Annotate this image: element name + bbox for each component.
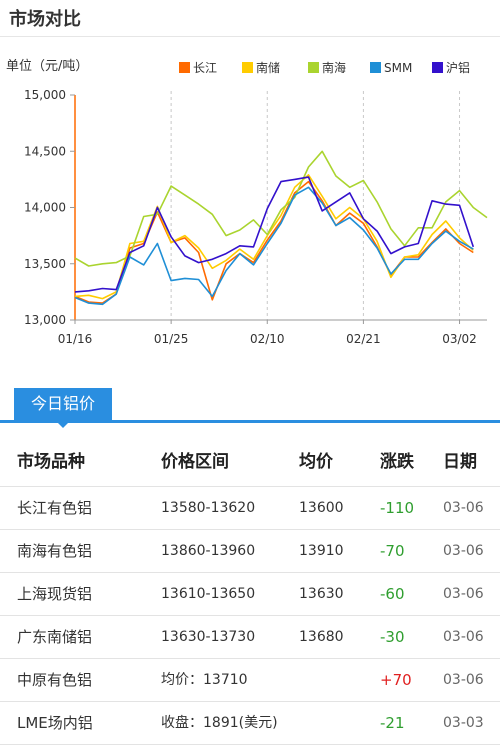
price-date: 03-06: [443, 543, 484, 559]
price-range: 13860-13960: [161, 543, 256, 559]
market-name: 南海有色铝: [17, 542, 93, 560]
series-line-南海: [74, 150, 488, 267]
market-name: 中原有色铝: [17, 671, 93, 689]
price-change: -70: [380, 542, 405, 560]
tab-strip: 今日铝价: [0, 388, 500, 423]
header-avg: 均价: [299, 452, 333, 472]
header-date: 日期: [443, 452, 477, 472]
page-title: 市场对比: [9, 9, 81, 30]
table-row: 中原有色铝 均价：13710 +70 03-06: [0, 659, 500, 702]
avg-price: 13630: [299, 586, 344, 602]
legend-label: 长江: [193, 61, 217, 75]
price-range: 13580-13620: [161, 500, 256, 516]
market-name: LME场内铝: [17, 714, 93, 732]
table-row: 长江有色铝 13580-13620 13600 -110 03-06: [0, 487, 500, 530]
price-range: 均价：13710: [161, 672, 248, 688]
price-date: 03-06: [443, 672, 484, 688]
header-market: 市场品种: [17, 452, 85, 472]
x-tick-label: 02/21: [346, 332, 381, 346]
legend-swatch: [432, 62, 443, 73]
price-change: -110: [380, 499, 415, 517]
table-header-row: 市场品种 价格区间 均价 涨跌 日期: [0, 438, 500, 487]
x-tick-label: 03/02: [442, 332, 477, 346]
x-tick-label: 02/10: [250, 332, 285, 346]
header-range: 价格区间: [161, 452, 229, 472]
price-date: 03-06: [443, 629, 484, 645]
avg-price: 13680: [299, 629, 344, 645]
header-change: 涨跌: [380, 452, 414, 472]
y-tick-label: 14,000: [24, 201, 66, 215]
price-comparison-chart: 单位（元/吨） 13,000 13,500 14,000 14,500 15,000 01/…: [6, 59, 488, 346]
table-row: 上海现货铝 13610-13650 13630 -60 03-06: [0, 573, 500, 616]
price-change: -21: [380, 714, 405, 732]
price-change: -30: [380, 628, 405, 646]
legend-swatch: [179, 62, 190, 73]
series-line-南储: [74, 174, 474, 300]
y-axis-label: 单位（元/吨）: [6, 59, 88, 74]
x-tick-label: 01/16: [58, 332, 93, 346]
price-date: 03-06: [443, 586, 484, 602]
legend-label: 南海: [322, 60, 346, 75]
legend-label: 南储: [256, 60, 280, 75]
legend-label: SMM: [384, 61, 412, 75]
series-line-沪铝: [74, 176, 475, 293]
price-change: -60: [380, 585, 405, 603]
y-tick-label: 15,000: [24, 88, 66, 102]
header: 市场对比: [0, 0, 500, 37]
y-tick-label: 13,000: [24, 313, 66, 327]
market-name: 上海现货铝: [17, 585, 93, 603]
price-change: +70: [380, 671, 412, 689]
market-name: 长江有色铝: [17, 499, 93, 517]
price-range: 13610-13650: [161, 586, 256, 602]
legend-swatch: [308, 62, 319, 73]
table-row: 南海有色铝 13860-13960 13910 -70 03-06: [0, 530, 500, 573]
y-tick-label: 14,500: [24, 144, 66, 158]
legend-swatch: [370, 62, 381, 73]
legend-swatch: [242, 62, 253, 73]
price-range: 收盘：1891(美元): [161, 715, 278, 731]
price-table: 市场品种 价格区间 均价 涨跌 日期 长江有色铝 13580-13620 136…: [0, 438, 500, 745]
table-row: 广东南储铝 13630-13730 13680 -30 03-06: [0, 616, 500, 659]
series-line-SMM: [74, 186, 474, 306]
avg-price: 13600: [299, 500, 344, 516]
tab-today-aluminum-price[interactable]: 今日铝价: [14, 388, 112, 420]
x-tick-label: 01/25: [154, 332, 189, 346]
price-range: 13630-13730: [161, 629, 256, 645]
legend-label: 沪铝: [446, 60, 470, 75]
price-date: 03-06: [443, 500, 484, 516]
price-date: 03-03: [443, 715, 484, 731]
table-row: LME场内铝 收盘：1891(美元) -21 03-03: [0, 702, 500, 745]
y-tick-label: 13,500: [24, 257, 66, 271]
avg-price: 13910: [299, 543, 344, 559]
tab-pointer: [56, 421, 70, 428]
market-name: 广东南储铝: [17, 628, 93, 646]
